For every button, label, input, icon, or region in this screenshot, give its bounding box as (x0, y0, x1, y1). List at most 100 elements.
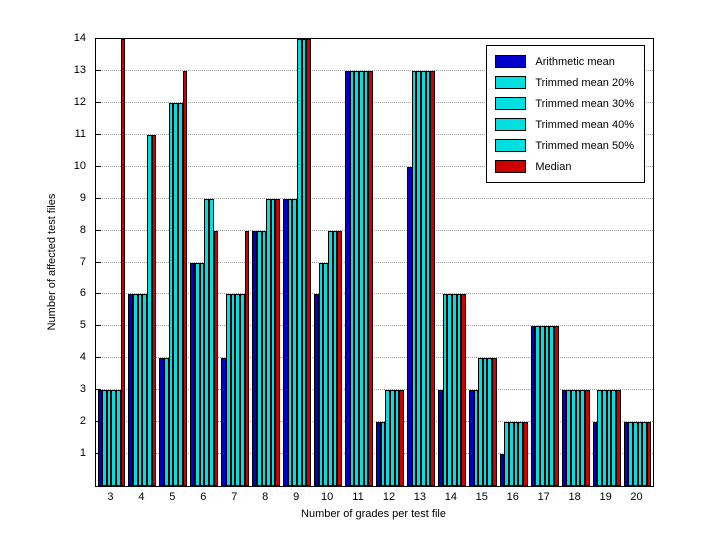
bar-trimmed-mean-30--8 (261, 230, 267, 486)
y-tickmark-8 (96, 229, 101, 231)
bar-trimmed-mean-40--6 (204, 198, 209, 486)
bar-arithmetic-mean-11 (345, 70, 350, 486)
bar-median-16 (523, 422, 528, 486)
bar-median-9 (306, 39, 312, 486)
bar-trimmed-mean-30--3 (106, 390, 112, 486)
bar-trimmed-mean-50--17 (549, 326, 554, 486)
bar-trimmed-mean-50--15 (487, 358, 493, 486)
bar-trimmed-mean-20--15 (473, 390, 479, 486)
bar-arithmetic-mean-6 (190, 262, 196, 486)
x-tick-label-3: 3 (107, 491, 114, 503)
bar-trimmed-mean-50--11 (363, 70, 369, 486)
x-tickmark-19 (606, 481, 608, 486)
bar-trimmed-mean-40--11 (359, 70, 364, 486)
x-tickmark-6 (204, 481, 206, 486)
bar-trimmed-mean-30--19 (601, 390, 607, 486)
x-tickmark-8 (266, 481, 268, 486)
x-tick-label-12: 12 (382, 491, 396, 503)
gridline-y-2 (96, 421, 653, 423)
x-tick-label-5: 5 (169, 491, 176, 503)
bar-trimmed-mean-40--19 (606, 390, 612, 486)
bar-median-19 (615, 390, 621, 486)
bar-trimmed-mean-40--14 (451, 294, 457, 486)
bar-trimmed-mean-20--20 (628, 422, 633, 486)
bar-trimmed-mean-30--4 (137, 294, 143, 486)
bars-layer (96, 39, 653, 486)
bar-trimmed-mean-50--4 (147, 134, 152, 486)
y-tick-label-10: 10 (73, 159, 86, 172)
bar-median-15 (492, 358, 497, 486)
legend-label: Trimmed mean 30% (535, 97, 634, 110)
bar-trimmed-mean-20--11 (349, 70, 355, 486)
bar-trimmed-mean-30--6 (199, 262, 205, 486)
y-tickmark-14 (96, 38, 101, 39)
y-tickmark-7 (96, 261, 101, 263)
y-tickmark-9 (96, 197, 101, 199)
legend-swatch-trimmed-mean-40- (495, 118, 527, 131)
x-tickmark-17 (544, 481, 546, 486)
x-tick-label-9: 9 (293, 491, 300, 503)
bar-trimmed-mean-50--7 (239, 294, 245, 486)
x-tickmark-7 (235, 481, 237, 486)
gridlines (96, 39, 653, 486)
bar-trimmed-mean-30--16 (509, 422, 514, 486)
y-tickmark-5 (96, 325, 101, 327)
y-tickmark-13 (96, 69, 101, 71)
legend-item-trimmed-mean-50-: Trimmed mean 50% (495, 135, 634, 156)
bar-trimmed-mean-20--10 (318, 262, 324, 486)
bar-trimmed-mean-20--4 (133, 294, 138, 486)
bar-trimmed-mean-50--6 (208, 198, 214, 486)
bar-median-17 (553, 326, 559, 486)
y-tickmark-4 (96, 357, 101, 359)
y-tickmark-2 (96, 421, 101, 423)
gridline-y-13 (96, 69, 653, 71)
bar-median-20 (646, 422, 652, 486)
y-tickmark-3 (96, 389, 101, 391)
bar-arithmetic-mean-3 (97, 390, 103, 486)
bar-trimmed-mean-50--3 (116, 390, 121, 486)
bar-arithmetic-mean-14 (437, 390, 443, 486)
legend-swatch-trimmed-mean-30- (495, 97, 527, 110)
gridline-y-10 (96, 165, 653, 167)
bar-trimmed-mean-30--15 (478, 358, 483, 486)
bar-trimmed-mean-20--16 (504, 422, 510, 486)
bar-median-14 (461, 294, 466, 486)
bar-trimmed-mean-40--13 (420, 70, 426, 486)
bar-trimmed-mean-50--20 (642, 422, 647, 486)
bar-arithmetic-mean-20 (623, 422, 629, 486)
bar-trimmed-mean-20--9 (287, 198, 293, 486)
bar-arithmetic-mean-15 (468, 390, 474, 486)
bar-trimmed-mean-30--5 (168, 102, 174, 486)
bar-median-8 (275, 198, 281, 486)
gridline-y-12 (96, 101, 653, 103)
bar-median-11 (368, 70, 373, 486)
x-tickmark-11 (359, 481, 361, 486)
bar-arithmetic-mean-12 (376, 422, 381, 486)
gridline-y-5 (96, 325, 653, 327)
x-tickmark-15 (482, 481, 484, 486)
y-tick-label-5: 5 (79, 319, 86, 332)
x-axis-label: Number of grades per test file (301, 508, 446, 520)
legend-label: Median (535, 160, 572, 173)
bar-trimmed-mean-30--7 (230, 294, 236, 486)
bar-arithmetic-mean-19 (592, 422, 598, 486)
bar-trimmed-mean-50--8 (270, 198, 276, 486)
x-tick-label-11: 11 (352, 491, 364, 503)
bar-trimmed-mean-20--14 (442, 294, 448, 486)
bar-arithmetic-mean-16 (499, 454, 505, 486)
bar-trimmed-mean-40--7 (235, 294, 240, 486)
gridline-y-4 (96, 357, 653, 359)
x-tick-label-13: 13 (413, 491, 427, 503)
x-tick-label-16: 16 (506, 491, 519, 503)
bar-arithmetic-mean-7 (221, 358, 226, 486)
x-tick-label-18: 18 (568, 491, 581, 503)
bar-median-12 (399, 390, 404, 486)
bar-trimmed-mean-20--17 (535, 326, 541, 486)
legend-label: Trimmed mean 50% (535, 139, 634, 152)
bar-arithmetic-mean-5 (159, 358, 165, 486)
bar-arithmetic-mean-13 (406, 166, 412, 486)
bar-trimmed-mean-40--3 (111, 390, 117, 486)
bar-trimmed-mean-50--5 (178, 102, 183, 486)
legend-swatch-trimmed-mean-50- (495, 139, 527, 152)
